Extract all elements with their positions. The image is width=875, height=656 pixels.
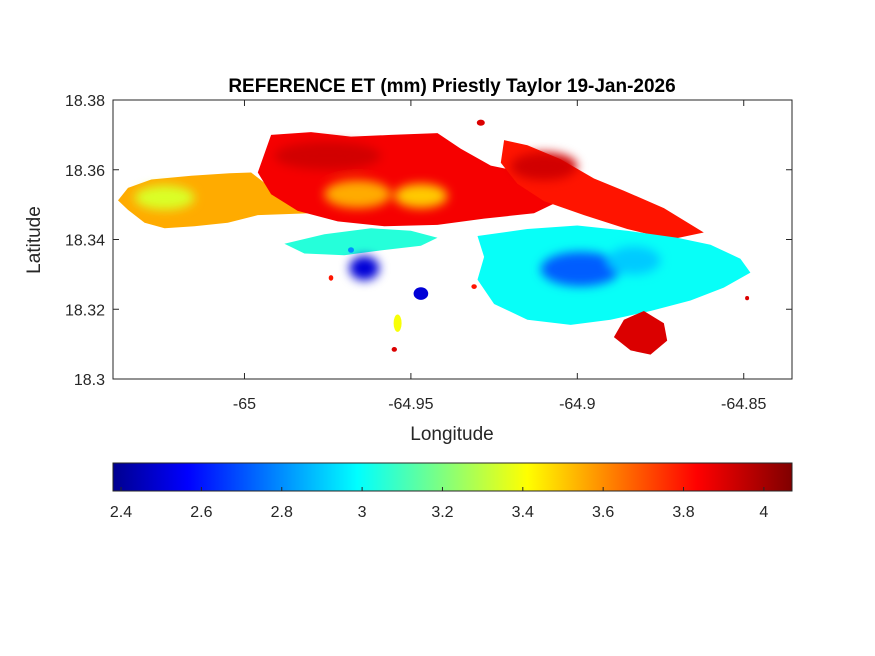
y-tick-label: 18.38	[65, 93, 105, 110]
chart-title: REFERENCE ET (mm) Priestly Taylor 19-Jan…	[228, 76, 675, 97]
patch-islet-2	[328, 275, 334, 281]
colorbar-tick-label: 3.8	[672, 504, 694, 521]
colorbar-frame	[112, 462, 793, 492]
x-tick-label: -64.85	[721, 396, 766, 413]
patch-northeast-hot	[510, 152, 578, 181]
y-tick-label: 18.34	[65, 233, 105, 250]
colorbar-tick-label: 2.8	[271, 504, 293, 521]
x-axis-label: Longitude	[410, 424, 493, 445]
patch-small-island-1	[413, 287, 429, 300]
y-tick-label: 18.3	[74, 372, 105, 389]
patch-small-island-2	[393, 314, 402, 332]
patch-eastern-core-mid	[607, 246, 661, 275]
patch-islet-1	[348, 247, 354, 253]
x-tick-label: -64.9	[559, 396, 596, 413]
patch-central-warm-2	[394, 183, 448, 209]
plot-background	[113, 100, 792, 379]
region-southern-tip	[613, 311, 668, 355]
soft-patches	[134, 141, 661, 287]
colorbar-tick-label: 3.4	[512, 504, 534, 521]
colorbar-ticks: 2.4 2.6 2.8 3 3.2 3.4 3.6 3.8 4	[110, 487, 768, 521]
colorbar-tick-label: 4	[759, 504, 768, 521]
patch-islet-3	[391, 347, 397, 352]
colorbar-tick-label: 3.6	[592, 504, 614, 521]
patch-bay-shore-low	[349, 255, 380, 281]
colorbar-gradient	[113, 463, 792, 491]
colorbar: 2.4 2.6 2.8 3 3.2 3.4 3.6 3.8 4	[110, 462, 793, 521]
x-axis: -65 -64.95 -64.9 -64.85	[233, 100, 767, 413]
colorbar-tick-label: 2.4	[110, 504, 132, 521]
colorbar-tick-label: 3.2	[431, 504, 453, 521]
y-tick-label: 18.32	[65, 302, 105, 319]
y-axis-label: Latitude	[24, 206, 45, 274]
patch-islet-4	[471, 284, 477, 289]
region-west-of-bay	[284, 228, 438, 256]
et-map-layer	[118, 119, 751, 355]
y-tick-label: 18.36	[65, 163, 105, 180]
colorbar-tick-label: 2.6	[190, 504, 212, 521]
colorbar-tick-label: 3	[358, 504, 367, 521]
plot-area: -65 -64.95 -64.9 -64.85 18.3 18.32 18.34 18.36…	[65, 93, 793, 413]
patch-northwest-hot	[274, 141, 382, 170]
x-tick-label: -65	[233, 396, 256, 413]
patch-central-warm-1	[324, 180, 391, 209]
y-axis: 18.3 18.32 18.34 18.36 18.38	[65, 93, 792, 389]
patch-eastern-core-low	[540, 251, 621, 287]
patch-islet-6	[476, 119, 485, 126]
patch-islet-5	[745, 296, 750, 301]
x-tick-label: -64.95	[388, 396, 433, 413]
patch-western-cool	[134, 185, 195, 210]
